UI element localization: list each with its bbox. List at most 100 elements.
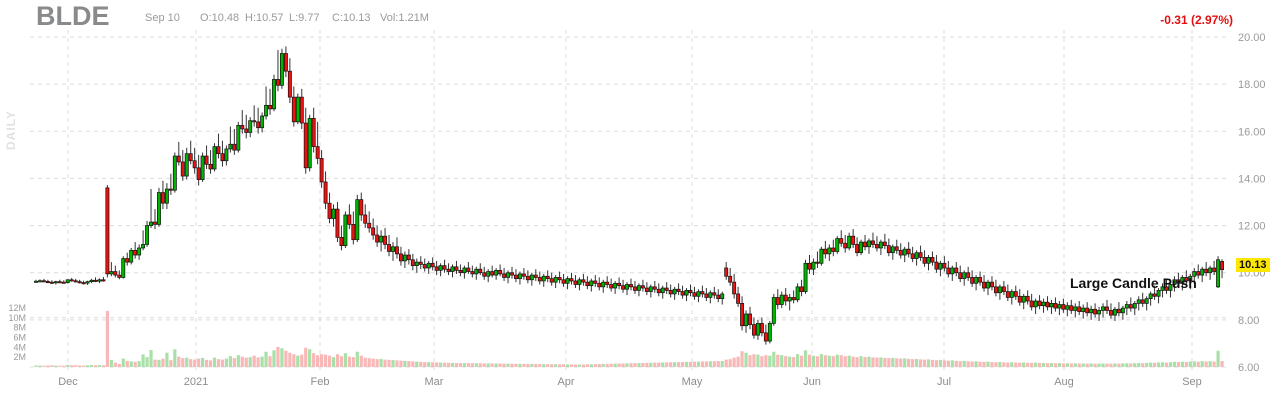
candle-body xyxy=(1021,295,1026,303)
volume-bar xyxy=(796,354,800,367)
volume-bar xyxy=(70,365,74,367)
candle-body xyxy=(466,267,471,272)
candle-body xyxy=(811,261,816,270)
volume-bar xyxy=(1149,362,1153,367)
candle-body xyxy=(867,240,871,248)
volume-bar xyxy=(561,364,566,367)
volume-bar xyxy=(256,357,260,367)
volume-bar xyxy=(415,361,419,367)
volume-bar xyxy=(633,363,637,367)
volume-bar xyxy=(498,363,502,367)
candle-body xyxy=(648,286,653,292)
volume-bar xyxy=(173,349,177,367)
candle-body xyxy=(990,281,994,288)
candle-body xyxy=(168,188,173,191)
candle-body xyxy=(482,272,487,277)
candle-body xyxy=(153,221,157,225)
volume-bar xyxy=(522,363,526,367)
volume-bar xyxy=(942,360,946,367)
volume-bar xyxy=(280,348,284,367)
candle-body xyxy=(1204,268,1209,274)
candle-body xyxy=(672,288,677,295)
volume-bar xyxy=(201,357,205,367)
volume-bar xyxy=(121,358,125,367)
candle-body xyxy=(1132,303,1137,309)
volume-bar xyxy=(526,363,530,367)
volume-bar xyxy=(74,365,78,367)
volume-bar xyxy=(212,357,217,367)
volume-bar xyxy=(855,357,859,367)
candle-body xyxy=(688,290,693,294)
volume-bar xyxy=(1030,362,1034,367)
candle-body xyxy=(553,277,558,283)
volume-bar xyxy=(732,357,736,367)
volume-bar xyxy=(550,364,554,367)
volume-bar xyxy=(625,363,629,367)
candle-body xyxy=(541,275,546,282)
volume-bar xyxy=(875,357,879,367)
volume-bar xyxy=(343,353,347,367)
candle-body xyxy=(1148,293,1153,299)
candle-body xyxy=(109,271,114,275)
volume-bar xyxy=(66,364,70,367)
volume-bar xyxy=(780,355,784,367)
volume-bar xyxy=(510,363,514,367)
volume-bar xyxy=(1049,363,1054,367)
volume-bar xyxy=(1180,361,1184,367)
candle-body xyxy=(1152,293,1157,297)
volume-bar xyxy=(169,360,173,367)
candle-body xyxy=(708,292,713,298)
volume-bar xyxy=(1192,361,1196,367)
volume-bar xyxy=(89,365,94,367)
volume-bar xyxy=(403,360,407,367)
volume-bar xyxy=(442,362,447,367)
candle-body xyxy=(315,146,320,159)
volume-bar xyxy=(688,361,693,367)
candle-body xyxy=(573,280,578,285)
candle-body xyxy=(101,279,106,282)
candle-body xyxy=(220,153,225,162)
candle-body xyxy=(759,323,764,334)
candle-body xyxy=(926,257,931,264)
candle-body xyxy=(732,281,737,295)
candle-body xyxy=(1025,295,1030,302)
candle-body xyxy=(787,297,792,302)
volume-bar xyxy=(974,361,978,367)
volume-bar xyxy=(335,354,340,367)
volume-bar xyxy=(431,362,435,367)
volume-bar xyxy=(1137,363,1141,367)
candle-body xyxy=(922,257,927,264)
volume-bar xyxy=(554,364,558,367)
volume-bar xyxy=(252,355,256,367)
candle-body xyxy=(1176,279,1181,284)
candle-body xyxy=(1037,300,1042,307)
volume-bar xyxy=(827,355,831,367)
candle-body xyxy=(498,270,503,275)
volume-bar xyxy=(958,361,962,367)
candle-body xyxy=(176,155,181,163)
price-axis-label: 6.00 xyxy=(1238,362,1259,374)
candle-body xyxy=(1188,275,1193,282)
candle-body xyxy=(450,266,455,272)
candle-body xyxy=(430,262,435,268)
candle-body xyxy=(462,267,467,274)
volume-bar xyxy=(530,363,534,367)
volume-bar xyxy=(193,359,197,367)
candle-body xyxy=(196,167,201,180)
volume-bar xyxy=(847,355,851,367)
volume-bar xyxy=(1176,362,1180,367)
volume-bar xyxy=(58,365,62,367)
volume-bar xyxy=(371,358,375,367)
candle-body xyxy=(283,53,288,72)
volume-bar xyxy=(859,356,863,367)
volume-bar xyxy=(292,354,296,367)
candle-body xyxy=(268,105,272,110)
candle-body xyxy=(1216,259,1221,288)
volume-bar xyxy=(748,355,752,367)
candle-body xyxy=(1081,307,1086,312)
volume-bar xyxy=(220,359,225,367)
candle-body xyxy=(557,277,562,281)
candle-body xyxy=(446,268,451,272)
volume-bar xyxy=(46,365,50,367)
volume-bar xyxy=(1141,363,1145,367)
